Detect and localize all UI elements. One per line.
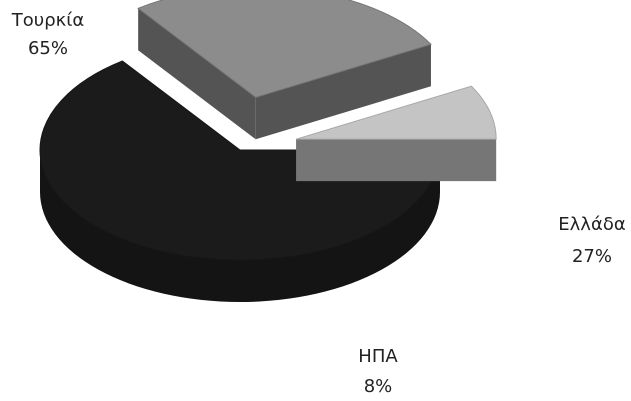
pie-slices [39, 0, 497, 302]
slice-usa [296, 85, 497, 182]
slice-greece [137, 0, 432, 140]
slice-turkey [39, 60, 441, 302]
slice-label-usa: ΗΠΑ [358, 346, 398, 367]
slice-label-turkey: Τουρκία [11, 10, 84, 31]
slice-value-turkey: 65% [28, 38, 68, 59]
pie-labels: Τουρκία 65% Ελλάδα 27% ΗΠΑ 8% [11, 10, 626, 397]
slice-value-greece: 27% [572, 246, 612, 267]
slice-label-greece: Ελλάδα [558, 214, 625, 235]
slice-value-usa: 8% [364, 376, 393, 397]
